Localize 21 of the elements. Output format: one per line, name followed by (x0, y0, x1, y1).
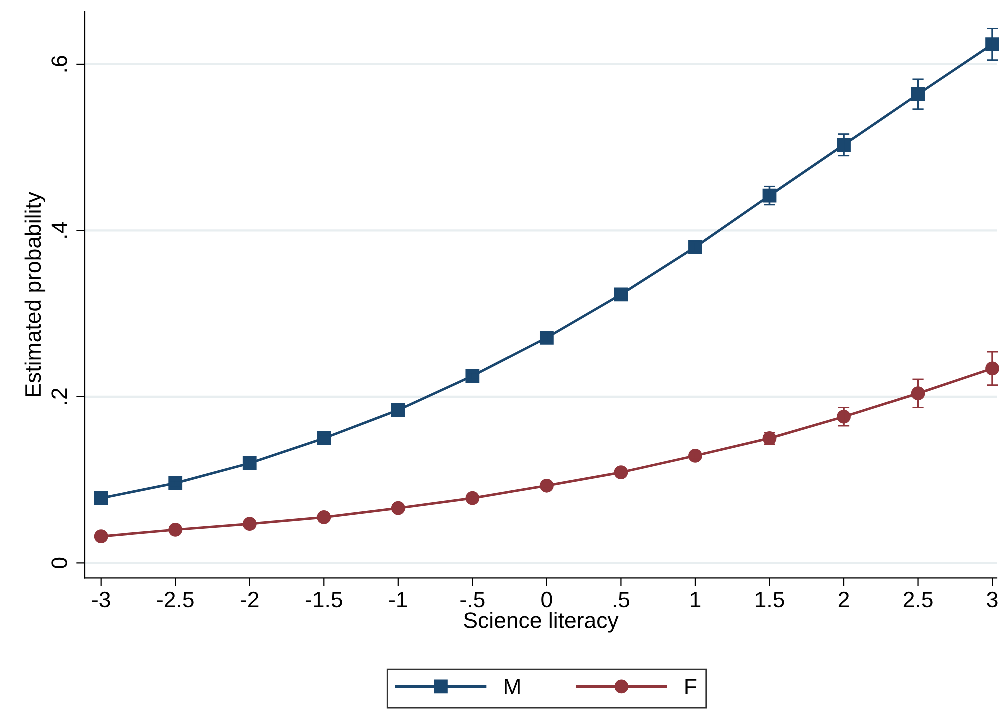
x-tick-label: 1 (690, 592, 701, 608)
y-tick-label: 0 (52, 558, 68, 568)
x-tick-label: 0 (542, 592, 552, 608)
x-tick-label: -.5 (460, 592, 485, 608)
x-tick-label: -2.5 (157, 592, 194, 608)
x-tick-label: -1.5 (306, 592, 342, 608)
x-tick-label: -3 (92, 592, 110, 608)
y-axis-title: Estimated probability (24, 192, 46, 396)
y-tick-label: .2 (52, 388, 68, 404)
legend-label: F (686, 679, 697, 695)
x-tick-label: -2 (240, 592, 259, 608)
x-tick-label: .5 (614, 592, 630, 608)
x-axis-title: Science literacy (464, 612, 619, 633)
x-tick-label: 2 (838, 592, 850, 608)
legend-label: M (505, 679, 520, 695)
y-tick-label: .6 (52, 56, 68, 72)
x-tick-label: -1 (390, 592, 408, 608)
x-tick-label: 1.5 (756, 592, 784, 608)
x-tick-label: 2.5 (904, 592, 933, 608)
x-tick-label: 3 (987, 592, 998, 608)
y-tick-label: .4 (52, 222, 68, 238)
